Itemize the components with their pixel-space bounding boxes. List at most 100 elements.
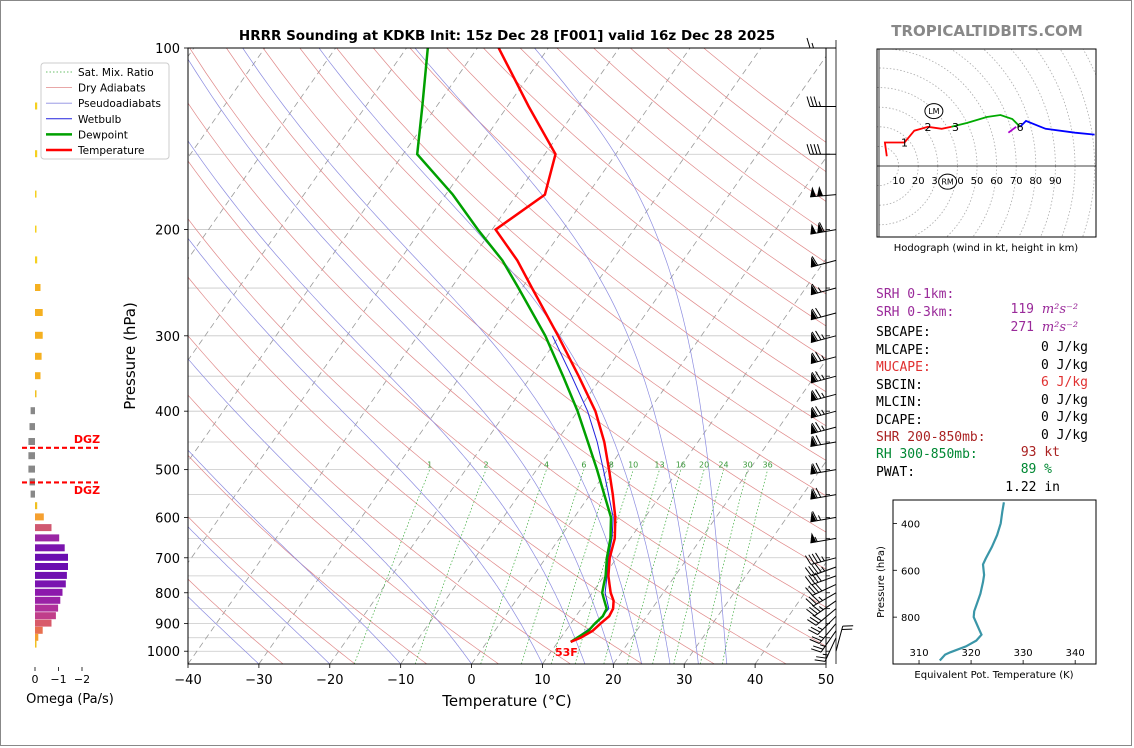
hodograph-ring-label: 90 bbox=[1049, 176, 1062, 187]
barb-full bbox=[808, 629, 818, 636]
barb-full bbox=[815, 389, 822, 399]
dry-adiabat bbox=[188, 276, 643, 664]
stat-rh: RH 300-850mb: 89 % bbox=[876, 432, 1052, 477]
barb-pennant bbox=[817, 222, 824, 233]
wind-barb bbox=[814, 637, 837, 662]
barb-full bbox=[811, 352, 819, 362]
barb-half bbox=[821, 556, 825, 562]
barb-full bbox=[815, 435, 822, 445]
stat-mucape-value: 6 J/kg bbox=[1041, 375, 1088, 390]
barb-full bbox=[812, 614, 822, 622]
barb-full bbox=[806, 96, 811, 107]
x-tick-label: −10 bbox=[387, 673, 414, 688]
dry-adiabat bbox=[226, 48, 826, 570]
barb-shaft bbox=[811, 566, 837, 577]
omega-bar bbox=[35, 190, 37, 198]
barb-full bbox=[817, 144, 821, 155]
barb-half bbox=[818, 101, 821, 107]
dry-adiabat bbox=[483, 48, 826, 327]
isotherm-line bbox=[188, 48, 620, 664]
hodograph-height-label: 2 bbox=[925, 121, 932, 134]
barb-shaft bbox=[810, 516, 837, 523]
wind-barb bbox=[810, 421, 837, 435]
barb-half bbox=[811, 42, 814, 49]
barb-shaft bbox=[810, 469, 837, 475]
stat-shear-value: 93 kt bbox=[1020, 445, 1060, 460]
theta-e-x-tick-label: 330 bbox=[1014, 648, 1033, 659]
barb-full bbox=[815, 487, 822, 498]
isotherm-line bbox=[329, 48, 762, 664]
mixing-ratio-label: 13 bbox=[654, 461, 664, 470]
wind-barb bbox=[810, 330, 837, 344]
omega-bar bbox=[35, 309, 43, 316]
pseudoadiabat bbox=[188, 449, 401, 664]
barb-pennant bbox=[810, 407, 817, 418]
theta-e-ylabel: Pressure (hPa) bbox=[876, 546, 887, 618]
dry-adiabat bbox=[593, 48, 826, 233]
barb-half bbox=[817, 626, 823, 631]
y-tick-label: 600 bbox=[155, 511, 180, 526]
barb-full bbox=[806, 37, 811, 49]
dry-adiabat bbox=[556, 48, 826, 264]
barb-pennant bbox=[810, 436, 817, 447]
wind-barb bbox=[810, 222, 837, 235]
wind-barb bbox=[835, 625, 854, 652]
barb-full bbox=[816, 656, 827, 659]
barb-half bbox=[819, 644, 826, 647]
omega-axis-label: Omega (Pa/s) bbox=[26, 692, 114, 707]
hodograph-ring-label: 10 bbox=[892, 176, 905, 187]
barb-full bbox=[815, 371, 822, 381]
omega-bar bbox=[28, 452, 35, 460]
theta-e-frame bbox=[892, 499, 1097, 665]
mixing-ratio-line bbox=[353, 469, 431, 664]
pseudoadiabat bbox=[188, 526, 331, 664]
barb-pennant bbox=[810, 372, 817, 383]
theta-e-x-tick-label: 320 bbox=[962, 648, 981, 659]
theta-e-y-tick-label: 400 bbox=[901, 519, 920, 530]
y-tick-label: 400 bbox=[155, 405, 180, 420]
omega-bar bbox=[35, 553, 68, 561]
stat-mlcin: MLCIN: 0 J/kg bbox=[876, 380, 1088, 425]
dry-adiabat bbox=[188, 218, 715, 664]
y-tick-label: 100 bbox=[155, 42, 180, 57]
wind-barb bbox=[806, 96, 836, 107]
wetbulb-profile bbox=[551, 335, 614, 643]
dry-adiabat bbox=[188, 394, 499, 664]
omega-bar bbox=[30, 490, 35, 498]
stat-mlcape-label: MLCAPE: bbox=[876, 343, 931, 358]
barb-pennant bbox=[810, 332, 817, 343]
omega-plot: 0 −1 −2 Omega (Pa/s) DGZ DGZ bbox=[22, 102, 114, 707]
stat-mlcape-value: 0 J/kg bbox=[1041, 358, 1088, 373]
barb-full bbox=[812, 463, 818, 474]
barb-full bbox=[806, 608, 816, 617]
hodograph-height-label: 6 bbox=[1017, 121, 1024, 134]
stat-mlcin-label: MLCIN: bbox=[876, 395, 923, 410]
wind-barb bbox=[810, 389, 837, 402]
skewt-plot: 1 2 4 6 8 10 13 16 20 24 30 36 −40 −30 −20 −10 0 10 20 30 4… bbox=[121, 42, 834, 710]
legend-label: Sat. Mix. Ratio bbox=[78, 67, 154, 79]
barb-pennant bbox=[810, 309, 817, 320]
pseudoadiabat bbox=[414, 48, 699, 664]
barb-full bbox=[815, 307, 822, 318]
barb-full bbox=[814, 563, 822, 573]
stat-mucape-label: MUCAPE: bbox=[876, 360, 931, 375]
x-axis-label: Temperature (°C) bbox=[441, 692, 571, 710]
barb-full bbox=[813, 96, 818, 107]
mixing-ratio-label: 16 bbox=[676, 461, 686, 470]
hodograph-ring-label: 50 bbox=[971, 176, 984, 187]
mixing-ratio-line bbox=[603, 469, 660, 664]
mixing-ratio-label: 10 bbox=[628, 461, 638, 470]
stat-pwat: PWAT: 1.22 in bbox=[876, 450, 1060, 495]
barb-shaft bbox=[810, 287, 837, 296]
barb-shaft bbox=[820, 630, 837, 653]
omega-bar bbox=[35, 619, 52, 627]
stat-mlcin-value: 0 J/kg bbox=[1041, 410, 1088, 425]
barb-full bbox=[815, 406, 822, 416]
wind-barb bbox=[806, 600, 837, 617]
isotherm-line bbox=[188, 48, 549, 564]
barb-shaft bbox=[810, 557, 837, 566]
theta-e-y-tick-label: 800 bbox=[901, 613, 920, 624]
barb-full bbox=[811, 564, 819, 574]
omega-bar bbox=[35, 563, 68, 570]
wind-barb bbox=[806, 37, 836, 49]
